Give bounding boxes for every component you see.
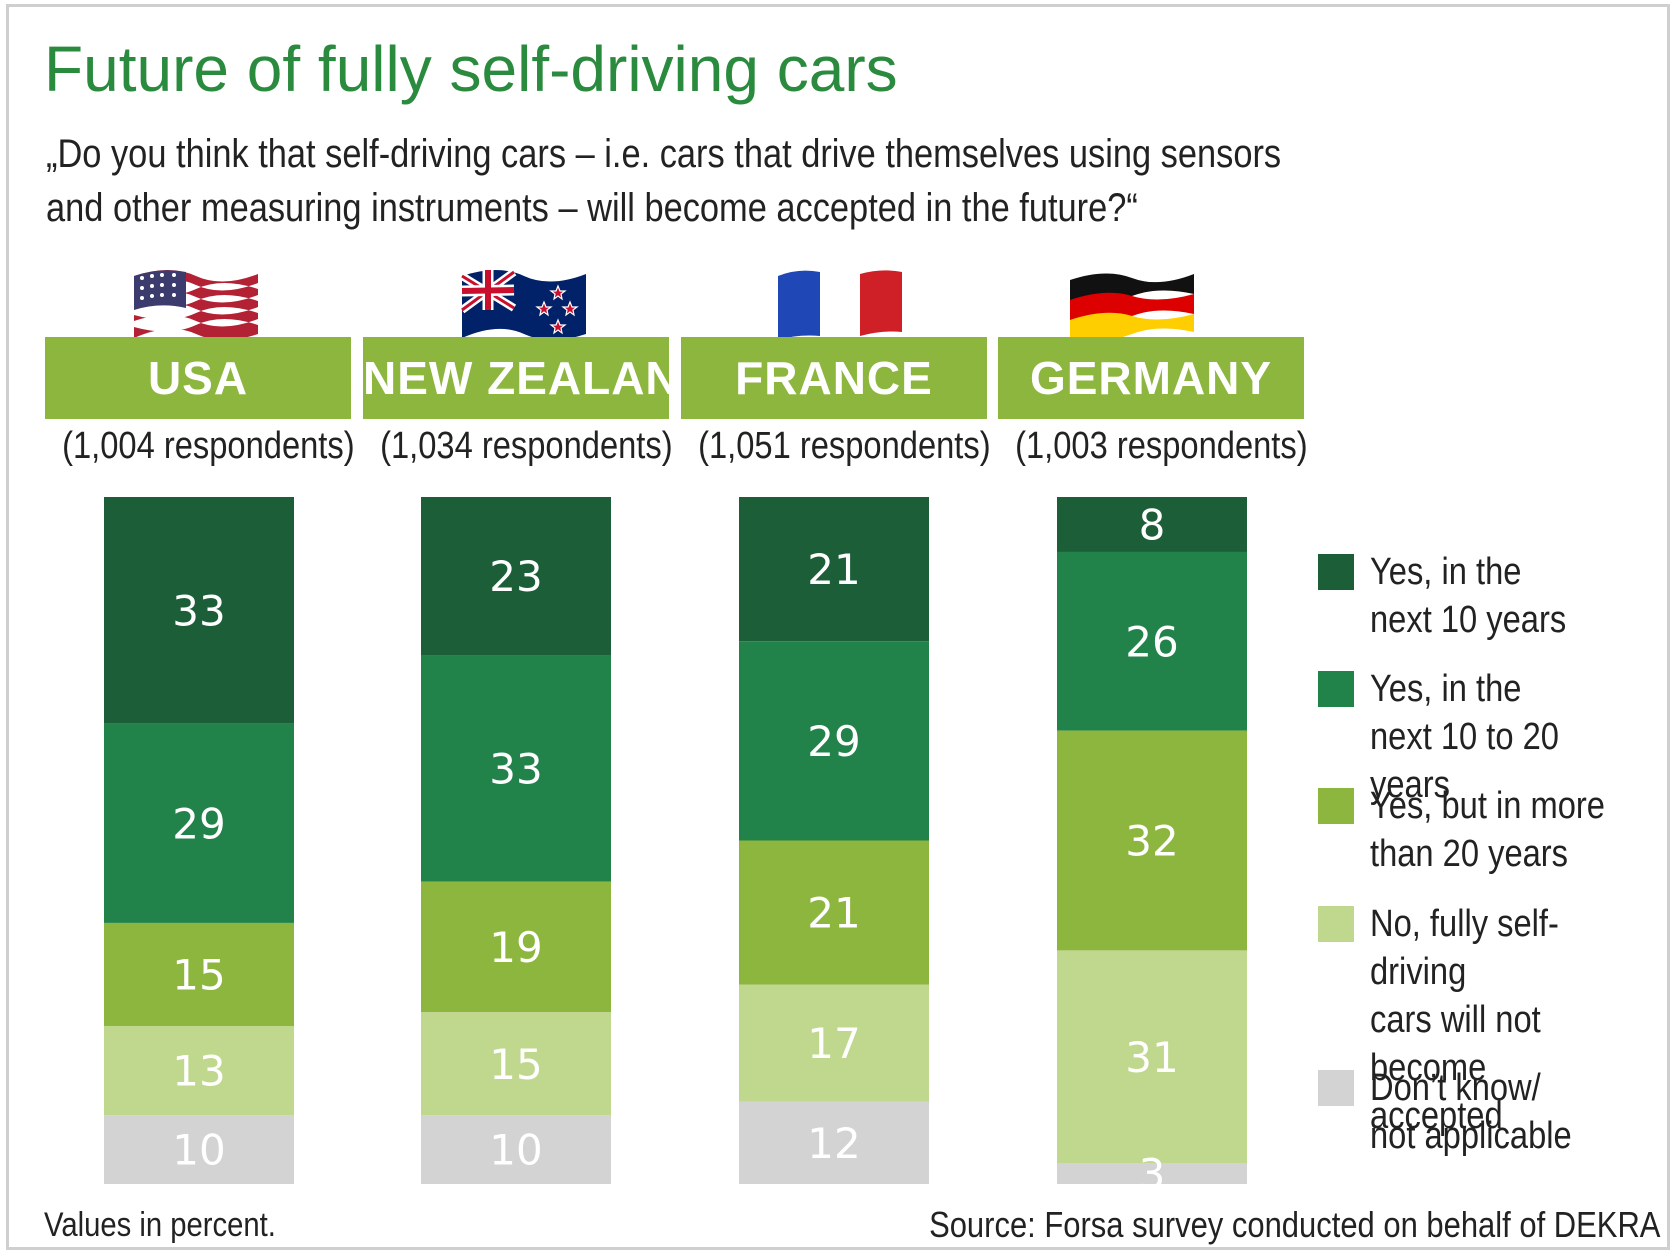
legend-label: Yes, in the next 10 to 20 years	[1370, 668, 1559, 806]
bar-segment-france-dont-know	[739, 1101, 929, 1184]
germany-flag-icon	[1070, 273, 1194, 342]
respondents-new-zealand: (1,034 respondents)	[380, 425, 673, 467]
country-name: GERMANY	[1029, 352, 1273, 404]
country-header-usa: USA	[45, 337, 351, 419]
data-label-france-dont-know: 12	[807, 1119, 860, 1168]
data-label-usa-more-than-20-years: 15	[172, 950, 225, 999]
legend-label: Yes, but in more than 20 years	[1370, 785, 1605, 875]
values-note: Values in percent.	[44, 1206, 276, 1244]
bar-segment-usa-not-accepted	[104, 1025, 294, 1116]
bar-segment-germany-next-10-to-20-years	[1057, 551, 1247, 731]
data-label-usa-dont-know: 10	[172, 1126, 225, 1175]
data-label-usa-next-10-to-20-years: 29	[172, 799, 225, 848]
respondents-france: (1,051 respondents)	[698, 425, 991, 467]
bar-segment-usa-dont-know	[104, 1115, 294, 1184]
respondents-germany: (1,003 respondents)	[1015, 425, 1308, 467]
country-header-germany: GERMANY	[998, 337, 1304, 419]
chart-title: Future of fully self-driving cars	[44, 33, 898, 105]
survey-question-line-2: and other measuring instruments – will b…	[46, 186, 1138, 230]
data-label-new-zealand-not-accepted: 15	[489, 1040, 542, 1089]
survey-question-line-1: „Do you think that self-driving cars – i…	[46, 132, 1282, 176]
data-label-france-not-accepted: 17	[807, 1019, 860, 1068]
source-note: Source: Forsa survey conducted on behalf…	[928, 1204, 1660, 1245]
bar-segment-new-zealand-next-10-years	[421, 497, 611, 656]
respondents-usa: (1,004 respondents)	[62, 425, 355, 467]
legend-label: No, fully self-driving cars will not bec…	[1370, 903, 1559, 1137]
country-name: NEW ZEALAND	[363, 352, 714, 404]
legend-swatch	[1318, 671, 1354, 707]
bar-segment-france-not-accepted	[739, 984, 929, 1102]
data-label-usa-not-accepted: 13	[172, 1047, 225, 1096]
bar-segment-new-zealand-not-accepted	[421, 1012, 611, 1116]
data-label-germany-more-than-20-years: 32	[1125, 817, 1178, 866]
new-zealand-flag-icon	[459, 268, 586, 340]
data-label-france-next-10-years: 21	[807, 545, 860, 594]
usa-flag-icon	[134, 270, 258, 340]
data-label-new-zealand-next-10-to-20-years: 33	[489, 744, 542, 793]
data-label-new-zealand-dont-know: 10	[489, 1126, 542, 1175]
data-label-germany-next-10-years: 8	[1139, 500, 1166, 549]
data-label-germany-dont-know: 3	[1139, 1150, 1166, 1199]
bar-segment-new-zealand-dont-know	[421, 1115, 611, 1184]
bar-segment-germany-more-than-20-years	[1057, 730, 1247, 951]
data-label-new-zealand-more-than-20-years: 19	[489, 923, 542, 972]
france-flag-icon	[778, 270, 902, 340]
data-label-france-next-10-to-20-years: 29	[807, 717, 860, 766]
bar-segment-germany-next-10-years	[1057, 497, 1247, 552]
bar-segment-usa-next-10-to-20-years	[104, 723, 294, 923]
bar-segment-usa-next-10-years	[104, 497, 294, 724]
bar-segment-france-more-than-20-years	[739, 840, 929, 985]
country-header-france: FRANCE	[681, 337, 987, 419]
bar-segment-france-next-10-to-20-years	[739, 641, 929, 841]
country-name: USA	[147, 352, 249, 404]
legend-swatch	[1318, 906, 1354, 942]
bar-segment-new-zealand-more-than-20-years	[421, 881, 611, 1013]
legend-swatch	[1318, 554, 1354, 590]
data-label-france-more-than-20-years: 21	[807, 889, 860, 938]
bar-segment-germany-dont-know	[1057, 1163, 1247, 1184]
data-label-new-zealand-next-10-years: 23	[489, 552, 542, 601]
legend-label: Don’t know/ not applicable	[1370, 1067, 1572, 1157]
data-label-germany-not-accepted: 31	[1125, 1033, 1178, 1082]
legend-label: Yes, in the next 10 years	[1370, 551, 1567, 641]
country-name: FRANCE	[735, 352, 933, 404]
country-header-new-zealand: NEW ZEALAND	[363, 337, 714, 419]
bar-segment-germany-not-accepted	[1057, 950, 1247, 1164]
bar-segment-france-next-10-years	[739, 497, 929, 642]
data-label-germany-next-10-to-20-years: 26	[1125, 617, 1178, 666]
bar-segment-usa-more-than-20-years	[104, 922, 294, 1026]
legend-swatch	[1318, 1070, 1354, 1106]
legend-swatch	[1318, 788, 1354, 824]
data-label-usa-next-10-years: 33	[172, 586, 225, 635]
bar-segment-new-zealand-next-10-to-20-years	[421, 655, 611, 882]
